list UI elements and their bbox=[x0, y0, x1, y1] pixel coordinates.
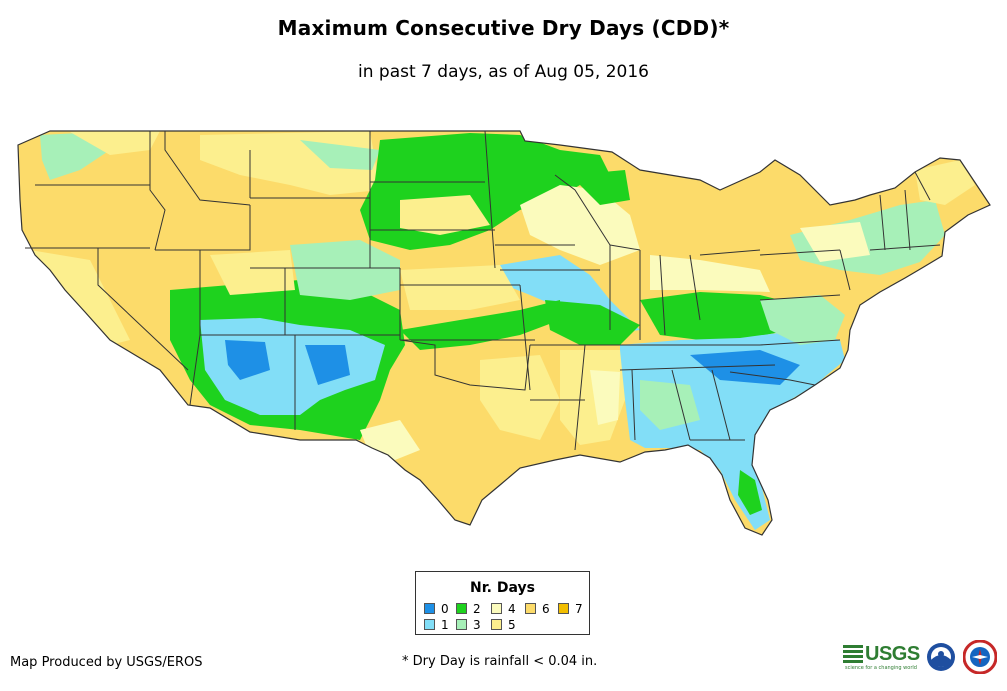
legend-item: 0 bbox=[424, 603, 449, 615]
region-southeast-deep bbox=[690, 350, 800, 385]
legend-swatch bbox=[456, 619, 467, 630]
state-borders bbox=[17, 130, 991, 536]
legend-item: 6 bbox=[525, 603, 550, 615]
nws-logo-icon bbox=[963, 640, 997, 674]
map-credit: Map Produced by USGS/EROS bbox=[10, 655, 203, 670]
legend-swatch bbox=[456, 603, 467, 614]
cdd-map bbox=[17, 130, 991, 536]
legend-title: Nr. Days bbox=[470, 580, 535, 596]
legend-item: 1 bbox=[424, 619, 449, 631]
legend-swatch bbox=[424, 619, 435, 630]
usgs-wave-icon bbox=[843, 645, 863, 665]
region-kansas-yellow bbox=[400, 265, 520, 310]
legend-item: 2 bbox=[456, 603, 481, 615]
legend-label: 1 bbox=[441, 618, 449, 632]
region-wi-green bbox=[570, 170, 630, 205]
region-ohio-yellow bbox=[650, 255, 770, 292]
legend-item: 7 bbox=[558, 603, 583, 615]
legend-swatch bbox=[491, 619, 502, 630]
usgs-logo-text: USGS bbox=[865, 643, 920, 665]
region-california-light bbox=[30, 250, 130, 345]
region-dakota-yellow bbox=[400, 195, 490, 235]
region-utah-yellow bbox=[210, 250, 295, 295]
region-florida-green bbox=[738, 470, 762, 515]
legend-item: 4 bbox=[491, 603, 516, 615]
region-colorado-green bbox=[290, 240, 400, 300]
legend-label: 2 bbox=[473, 602, 481, 616]
legend-label: 5 bbox=[508, 618, 516, 632]
region-pnw-light bbox=[70, 131, 160, 155]
region-plains-green bbox=[400, 300, 560, 350]
legend-swatch bbox=[491, 603, 502, 614]
usgs-logo: USGS science for a changing world bbox=[843, 643, 921, 671]
region-montana-green bbox=[300, 140, 380, 170]
region-mid-atlantic-green bbox=[760, 295, 845, 345]
region-ohio-green bbox=[640, 292, 800, 340]
usgs-tagline: science for a changing world bbox=[845, 665, 917, 671]
legend-label: 7 bbox=[575, 602, 583, 616]
legend: Nr. Days 0 2 4 6 7 1 3 5 bbox=[415, 571, 590, 635]
region-midwest-green bbox=[545, 300, 640, 345]
legend-item: 3 bbox=[456, 619, 481, 631]
map-title: Maximum Consecutive Dry Days (CDD)* bbox=[277, 16, 730, 40]
legend-label: 0 bbox=[441, 602, 449, 616]
region-arizona-deep bbox=[225, 340, 270, 380]
region-texas-light bbox=[480, 355, 560, 440]
dry-day-note: * Dry Day is rainfall < 0.04 in. bbox=[402, 654, 598, 669]
region-michigan-yellow bbox=[660, 185, 730, 255]
region-southeast-green bbox=[640, 380, 700, 430]
legend-swatch bbox=[424, 603, 435, 614]
legend-swatch bbox=[558, 603, 569, 614]
legend-label: 3 bbox=[473, 618, 481, 632]
region-ny-lightyellow bbox=[800, 222, 870, 262]
region-lower-miss-lightyellow bbox=[590, 370, 620, 425]
map-subtitle: in past 7 days, as of Aug 05, 2016 bbox=[358, 62, 649, 82]
legend-label: 6 bbox=[542, 602, 550, 616]
legend-swatch bbox=[525, 603, 536, 614]
region-maine-yellow bbox=[915, 160, 975, 205]
noaa-logo-icon bbox=[927, 643, 955, 671]
region-nm-deep bbox=[305, 345, 350, 385]
legend-label: 4 bbox=[508, 602, 516, 616]
legend-item: 5 bbox=[491, 619, 516, 631]
